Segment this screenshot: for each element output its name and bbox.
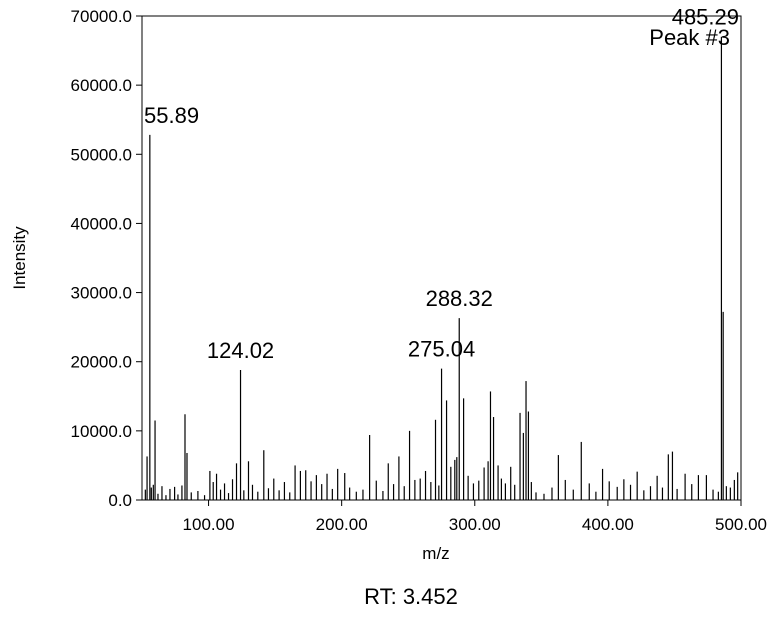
x-tick-label: 400.00 bbox=[582, 515, 634, 534]
y-tick-label: 60000.0 bbox=[71, 76, 132, 95]
x-tick-label: 100.00 bbox=[183, 515, 235, 534]
x-tick-label: 500.00 bbox=[715, 515, 767, 534]
x-tick-label: 300.00 bbox=[449, 515, 501, 534]
y-tick-label: 50000.0 bbox=[71, 145, 132, 164]
chart-title: RT: 3.452 bbox=[364, 584, 458, 609]
peak-label: 275.04 bbox=[408, 337, 475, 362]
y-tick-label: 0.0 bbox=[108, 491, 132, 510]
peak-label: 288.32 bbox=[426, 286, 493, 311]
y-tick-label: 70000.0 bbox=[71, 7, 132, 26]
y-tick-label: 20000.0 bbox=[71, 353, 132, 372]
x-tick-label: 200.00 bbox=[316, 515, 368, 534]
y-tick-label: 40000.0 bbox=[71, 214, 132, 233]
y-tick-label: 30000.0 bbox=[71, 284, 132, 303]
x-axis-label: m/z bbox=[422, 544, 449, 563]
y-tick-label: 10000.0 bbox=[71, 422, 132, 441]
peak-label: 55.89 bbox=[144, 103, 199, 128]
peak-name: Peak #3 bbox=[649, 25, 730, 50]
peak-label: 485.29 bbox=[672, 5, 739, 30]
peak-label: 124.02 bbox=[207, 338, 274, 363]
y-axis-label: Intensity bbox=[10, 226, 29, 290]
